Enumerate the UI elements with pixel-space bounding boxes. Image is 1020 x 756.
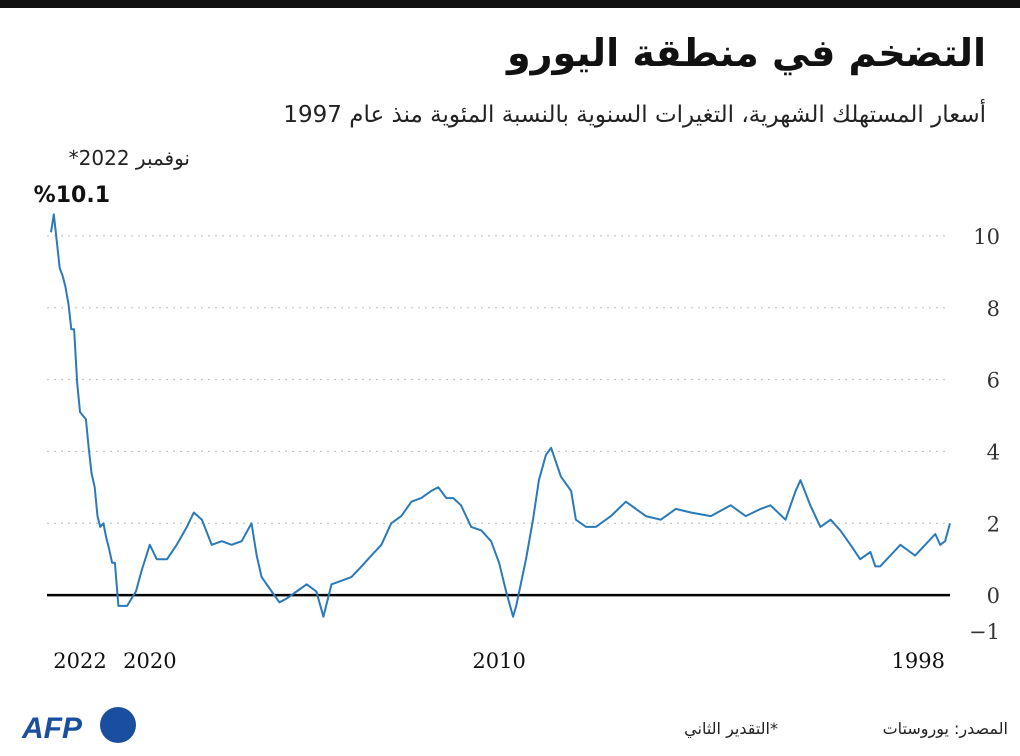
chart-subtitle: أسعار المستهلك الشهرية، التغيرات السنوية…: [283, 99, 986, 128]
annotation-date: نوفمبر 2022*: [69, 146, 190, 170]
logo-circle: [100, 707, 136, 743]
plot-area: 10 8 6 4 2 0 −1 2022 2020 2010 1998: [47, 213, 1000, 673]
y-tick-label: 10: [973, 225, 1000, 249]
y-tick-label: 0: [987, 584, 1000, 608]
source: المصدر: يوروستات: [883, 719, 1008, 739]
footnote: *التقدير الثاني: [684, 719, 778, 739]
annotation-value: %10.1: [34, 183, 110, 208]
afp-logo: AFP: [21, 707, 136, 745]
x-tick-label: 2010: [472, 649, 525, 673]
logo-text: AFP: [21, 712, 83, 745]
x-tick-label: 2020: [123, 649, 176, 673]
y-tick-label: −1: [969, 620, 1000, 644]
x-tick-label: 1998: [891, 649, 944, 673]
x-tick-label: 2022: [53, 649, 106, 673]
y-tick-label: 4: [987, 440, 1000, 464]
chart-title: التضخم في منطقة اليورو: [505, 31, 986, 76]
y-tick-label: 2: [987, 512, 1000, 536]
y-tick-label: 6: [987, 369, 1000, 393]
inflation-line: [50, 213, 951, 618]
y-tick-label: 8: [987, 297, 1000, 321]
top-bar: [0, 0, 1020, 8]
